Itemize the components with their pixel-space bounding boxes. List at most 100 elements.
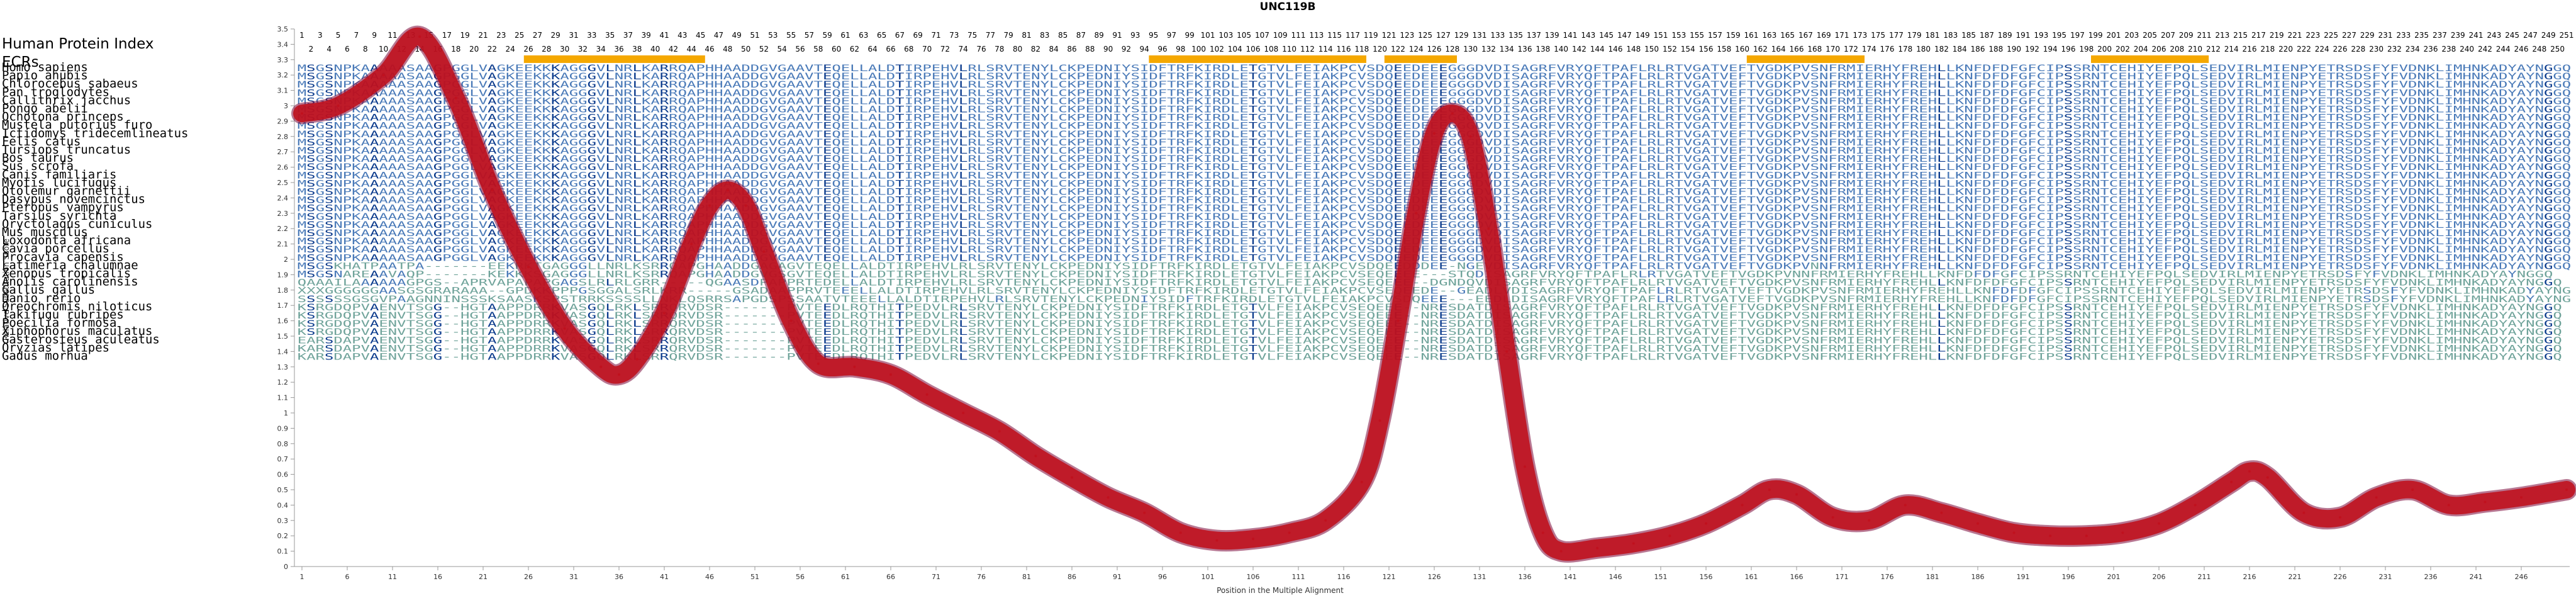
sequence-segment: S xyxy=(2064,336,2073,346)
x-tick-label: 136 xyxy=(1519,573,1532,581)
sequence-segment: L xyxy=(959,228,967,239)
human-index-number: 100 xyxy=(1191,45,1206,54)
x-tick-label: 221 xyxy=(2289,573,2302,581)
sequence-segment: GKEEKK xyxy=(497,188,552,198)
sequence-segment: LR xyxy=(1656,295,1675,305)
sequence-segment: S xyxy=(325,220,333,230)
curve-point xyxy=(1107,496,1110,499)
sequence-segment: EDEE xyxy=(1403,88,1439,98)
sequence-segment: L xyxy=(850,270,859,280)
human-index-number: 2 xyxy=(309,45,314,54)
sequence-segment: T xyxy=(895,64,905,74)
sequence-segment: AGG xyxy=(560,171,587,181)
sequence-segment: RGDQPV xyxy=(316,311,371,321)
sequence-segment: S xyxy=(2064,353,2073,363)
sequence-segment: NR xyxy=(615,105,633,115)
sequence-segment: K xyxy=(551,72,560,82)
sequence-segment: LKNFDFDFGFCIP xyxy=(1946,196,2064,206)
sequence-segment: LKNFDFDFGFCIP xyxy=(1946,253,2064,263)
sequence-segment: T xyxy=(1249,228,1258,239)
sequence-segment: DAPV xyxy=(333,344,370,354)
sequence-segment: RLSRVTENYLCKPEDNIYSIDFTRFKIRDLE xyxy=(967,72,1248,82)
sequence-segment: K xyxy=(506,261,515,271)
sequence-segment: A xyxy=(370,204,379,214)
sequence-segment: SRNTCEHIYEFPQLSEDVIRLMIENPYETRSDSFYFVDNK… xyxy=(2073,130,2544,140)
sequence-segment: L xyxy=(1937,196,1946,206)
sequence-segment: G xyxy=(433,311,442,321)
sequence-segment: E xyxy=(1439,179,1447,189)
sequence-segment: AGG xyxy=(560,88,587,98)
sequence-segment: R xyxy=(660,179,669,189)
sequence-segment: G xyxy=(433,162,442,172)
human-index-number: 74 xyxy=(959,45,968,54)
sequence-segment: G xyxy=(2544,196,2553,206)
y-tick-label: 1.5 xyxy=(277,332,289,341)
x-tick-label: 1 xyxy=(300,573,304,581)
human-index-number: 3 xyxy=(318,31,323,40)
sequence-segment: PEDVLR xyxy=(905,303,959,313)
y-tick-label: 0 xyxy=(284,563,288,571)
sequence-segment: NPKA xyxy=(333,154,370,164)
sequence-segment: AAASAA xyxy=(379,237,433,247)
human-index-number: 55 xyxy=(786,31,796,40)
sequence-segment: LKNFDFDFGFCIP xyxy=(1946,162,2064,172)
sequence-segment: G xyxy=(433,228,442,239)
sequence-segment: AAASAA xyxy=(379,88,433,98)
sequence-segment: GQ xyxy=(2553,130,2571,140)
sequence-segment: E xyxy=(1439,311,1447,321)
sequence-segment: L xyxy=(959,212,967,222)
sequence-segment: LKNFDFDFGFCIP xyxy=(1946,88,2064,98)
sequence-segment: AAASAA xyxy=(379,245,433,255)
species-label: Pan troglodytes xyxy=(2,85,109,99)
sequence-segment: M xyxy=(298,228,306,239)
human-index-number: 175 xyxy=(1871,31,1885,40)
sequence-segment: T xyxy=(1249,88,1258,98)
species-label: Tursiops truncatus xyxy=(2,143,131,157)
sequence-segment: GQ xyxy=(2553,204,2571,214)
sequence-segment: L xyxy=(605,253,614,263)
human-index-number: 160 xyxy=(1735,45,1749,54)
sequence-segment: L xyxy=(605,171,614,181)
sequence-segment: V xyxy=(596,130,606,140)
sequence-segment: E xyxy=(1475,261,1484,271)
sequence-segment: RNTCEHIYEFPQLSEDVIRLMIENPYETRSDSFYFVDNKL… xyxy=(2073,303,2544,313)
sequence-segment: K xyxy=(551,96,560,106)
sequence-segment: PEDVLR xyxy=(905,319,959,329)
sequence-segment: SRNTCEHIYEFPQLSEDVIRLMIENPYETRSDSFYFVDNK… xyxy=(2073,138,2544,148)
sequence-segment: S xyxy=(2064,319,2073,329)
sequence-segment: G xyxy=(316,204,325,214)
human-index-number: 208 xyxy=(2170,45,2184,54)
sequence-segment: AAASAA xyxy=(379,196,433,206)
sequence-segment: G xyxy=(433,336,442,346)
sequence-segment: RQAPHHAADDGVGAAVT xyxy=(669,146,823,156)
x-tick-label: 236 xyxy=(2424,573,2438,581)
sequence-segment: R xyxy=(660,88,669,98)
x-tick-label: 191 xyxy=(2017,573,2030,581)
sequence-segment: G xyxy=(2544,319,2553,329)
sequence-segment: R xyxy=(660,113,669,123)
human-index-number: 202 xyxy=(2116,45,2130,54)
sequence-segment: L xyxy=(959,105,967,115)
sequence-segment: L xyxy=(633,319,642,329)
sequence-segment: --HGT xyxy=(442,303,488,313)
human-index-number: 249 xyxy=(2541,31,2556,40)
sequence-segment: G xyxy=(433,344,442,354)
human-index-number: 52 xyxy=(759,45,769,54)
sequence-segment: L xyxy=(1937,344,1946,354)
sequence-segment: L xyxy=(1937,253,1946,263)
sequence-segment: G xyxy=(316,80,325,90)
y-tick-label: 2.8 xyxy=(277,133,289,141)
human-index-number: 244 xyxy=(2496,45,2511,54)
sequence-segment: K xyxy=(551,353,560,363)
sequence-segment: LKNFDFDFGFCIP xyxy=(1946,121,2064,132)
sequence-segment: R xyxy=(660,121,669,132)
sequence-segment: SRNTCEHIYEFPQLSEDVIRLMIENPYETRSDSFYFVDNK… xyxy=(2073,171,2544,181)
sequence-segment: RLSRVTENYLCKPEDNIYSIDFTRFKIRDLE xyxy=(967,188,1248,198)
human-index-number: 113 xyxy=(1309,31,1324,40)
sequence-segment: GQ xyxy=(2553,228,2571,239)
curve-point xyxy=(301,112,303,115)
sequence-segment: GQ xyxy=(2553,96,2571,106)
human-index-number: 39 xyxy=(642,31,651,40)
x-tick-label: 31 xyxy=(569,573,578,581)
curve-point xyxy=(1397,319,1400,322)
